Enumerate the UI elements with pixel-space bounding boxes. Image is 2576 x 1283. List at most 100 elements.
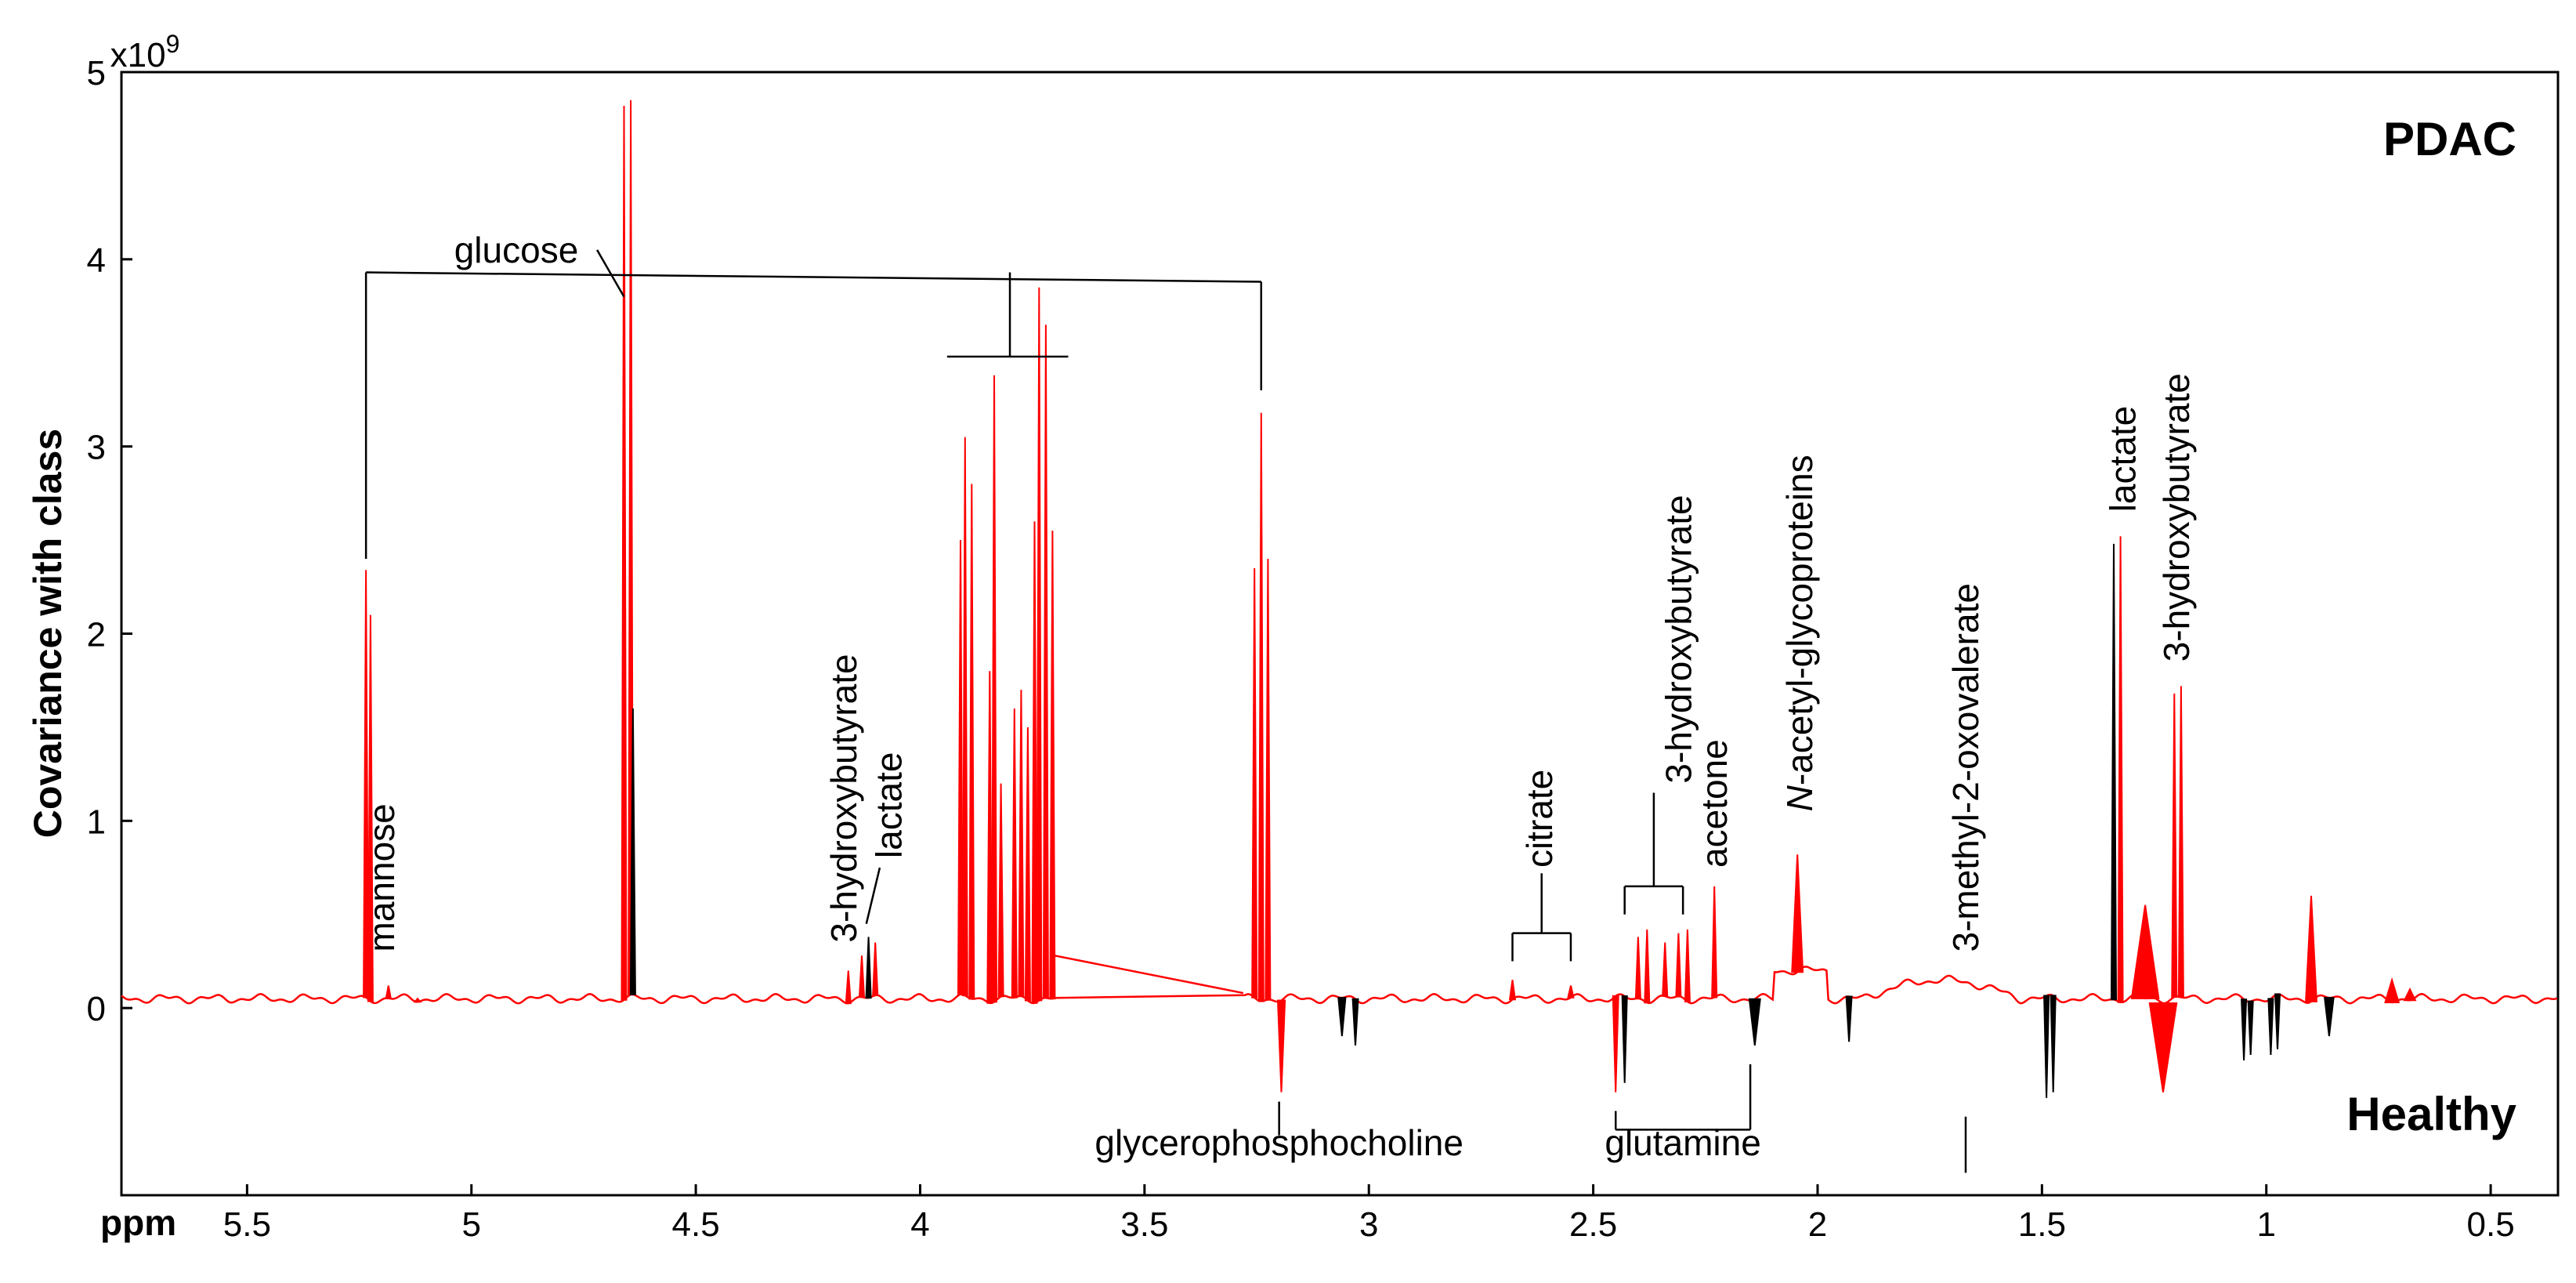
spectrum-peak — [1675, 933, 1682, 998]
x-tick-label: 4 — [910, 1205, 929, 1244]
spectrum-peak — [1031, 521, 1038, 1004]
spectrum-peak — [1257, 412, 1264, 1002]
annotation-line — [596, 249, 625, 298]
spectrum-peak — [620, 105, 628, 1001]
spectrum-peak — [2305, 895, 2317, 1002]
spectrum-peak — [1036, 287, 1043, 1002]
annotation-glutamine: glutamine — [1605, 1122, 1760, 1163]
spectrum-peak — [2043, 995, 2050, 1098]
y-tick-label: 3 — [87, 429, 106, 467]
x-tick-label: 5 — [461, 1205, 480, 1244]
spectrum-peak — [2241, 998, 2248, 1061]
y-tick-label: 0 — [87, 990, 106, 1028]
spectrum-peak — [986, 671, 993, 1004]
spectrum-peak — [367, 614, 374, 1002]
spectrum-peak — [1684, 929, 1691, 1002]
spectrum-peak — [961, 437, 968, 997]
x-axis-title: ppm — [100, 1202, 176, 1243]
spectrum-peak — [2267, 998, 2274, 1055]
x-tick-label: 1 — [2256, 1205, 2275, 1244]
spectrum-peak — [2117, 536, 2124, 1003]
spectrum-peak — [997, 783, 1004, 998]
spectrum-peak — [413, 997, 422, 1003]
y-axis-title: Covariance with class — [26, 429, 70, 838]
spectrum-peak — [2274, 993, 2281, 1049]
annotation-3-hydroxybutyrate: 3-hydroxybutyrate — [1658, 495, 1699, 783]
spectrum-peak — [858, 955, 866, 998]
spectrum-peak — [2384, 977, 2401, 1003]
spectrum-peak — [629, 708, 636, 995]
class-label-pdac: PDAC — [2383, 113, 2516, 165]
spectrum-peak — [2403, 988, 2417, 1002]
spectrum-peak — [2177, 686, 2184, 998]
spectrum-peak — [1264, 558, 1272, 1001]
annotation-mannose: mannose — [361, 803, 402, 951]
annotation-line — [865, 867, 881, 924]
annotation-3-hydroxybutyrate: 3-hydroxybutyrate — [823, 654, 864, 942]
annotation-line — [366, 271, 1261, 283]
spectrum-peak — [1845, 995, 1853, 1042]
annotation-n-acetyl-glycoproteins: N-acetyl-glycoproteins — [1779, 455, 1820, 811]
x-tick-label: 1.5 — [2018, 1205, 2066, 1244]
y-tick-label: 1 — [87, 803, 106, 841]
spectrum-layer — [121, 100, 2558, 1098]
annotation-lines — [364, 249, 1967, 1173]
spectrum-peak — [1337, 997, 1347, 1037]
y-exponent-label: x109 — [110, 30, 180, 74]
annotation-glucose: glucose — [454, 230, 579, 270]
spectrum-peak — [385, 985, 393, 999]
x-tick-label: 2 — [1808, 1205, 1827, 1244]
spectrum-peak — [957, 540, 964, 995]
spectrum-peak — [1634, 937, 1641, 999]
spectrum-peak — [1711, 886, 1718, 998]
spectrum-peak — [1567, 985, 1575, 998]
class-label-healthy: Healthy — [2346, 1088, 2516, 1140]
x-tick-label: 2.5 — [1569, 1205, 1617, 1244]
spectrum-peak — [1621, 995, 1628, 1083]
spectrum-peak — [1276, 999, 1286, 1093]
spectrum-peak — [1791, 854, 1804, 973]
spectrum-peak — [1748, 998, 1761, 1046]
y-exponent-power: 9 — [166, 30, 180, 58]
axis-ticks-layer: 5.5 5 4.5 4 3.5 3 2.5 2 1.5 1 0.5 0 1 2 3 4 5 — [87, 54, 2515, 1244]
x-tick-label: 0.5 — [2467, 1205, 2515, 1244]
spectrum-peak — [2324, 997, 2335, 1037]
x-tick-label: 4.5 — [672, 1205, 720, 1244]
spectrum-peak — [1508, 980, 1517, 1001]
x-tick-label: 3.5 — [1120, 1205, 1168, 1244]
spectrum-peak — [1011, 708, 1018, 998]
spectrum-peak — [2050, 995, 2057, 1093]
y-tick-label: 5 — [87, 54, 106, 92]
x-tick-label: 5.5 — [223, 1205, 271, 1244]
spectrum-peak — [2130, 904, 2160, 999]
spectrum-peak — [2110, 543, 2118, 1001]
spectrum-peak — [1042, 324, 1049, 999]
annotation-glycerophosphocholine: glycerophosphocholine — [1094, 1122, 1463, 1163]
y-exponent-prefix: x10 — [110, 36, 166, 74]
spectrum-peak — [2171, 693, 2178, 998]
spectrum-peak — [1024, 727, 1031, 1002]
spectrum-peak — [2148, 1002, 2178, 1093]
spectrum-peak — [1662, 942, 1669, 997]
annotation-3-methyl-2-oxovalerate: 3-methyl-2-oxovalerate — [1945, 583, 1986, 951]
spectrum-peak — [845, 970, 852, 1005]
annotation-3-hydroxybutyrate: 3-hydroxybutyrate — [2156, 373, 2197, 661]
spectrum-peak — [1612, 995, 1619, 1093]
spectrum-peak — [1049, 531, 1056, 1000]
spectrum-peak — [1644, 929, 1651, 1004]
spectrum-peak — [968, 484, 975, 1000]
annotation-acetone: acetone — [1694, 739, 1735, 868]
spectrum-peak — [872, 942, 879, 996]
annotation-lactate: lactate — [2102, 406, 2143, 513]
spectrum-peak — [1351, 998, 1359, 1046]
annotation-lactate: lactate — [868, 752, 909, 859]
spectrum-peak — [1018, 690, 1025, 997]
spectrum-peak — [1251, 567, 1258, 998]
spectrum-gap-segment — [1055, 955, 1244, 995]
spectrum-peak — [865, 937, 872, 999]
spectrum-peak — [2247, 1000, 2254, 1055]
annotation-citrate: citrate — [1519, 770, 1560, 868]
spectrum-peak — [363, 570, 370, 998]
